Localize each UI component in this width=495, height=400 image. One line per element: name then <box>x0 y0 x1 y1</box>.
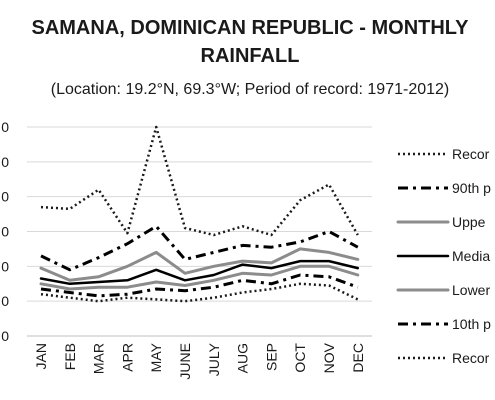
series-line <box>39 264 360 291</box>
x-tick-label: FEB <box>62 343 78 370</box>
x-tick-label: DEC <box>350 343 366 373</box>
series-line <box>40 273 359 298</box>
y-tick-label: 0 <box>1 119 9 135</box>
legend-label: Lower <box>452 282 490 298</box>
y-tick-labels: 0 0 0 0 0 0 0 <box>1 119 9 344</box>
chart-title-line-2: RAINFALL <box>201 45 300 67</box>
legend-label: 10th p <box>452 316 491 332</box>
x-tick-label: OCT <box>292 343 308 373</box>
x-tick-label: JUNE <box>177 343 193 380</box>
x-tick-label: JULY <box>206 342 222 376</box>
series-line <box>39 247 360 282</box>
x-tick-label: APR <box>119 343 135 372</box>
gridlines <box>27 126 372 337</box>
x-tick-labels: JAN FEB MAR APR MAY JUNE JULY AUG SEP OCT NOV DEC <box>33 342 366 379</box>
series-line <box>40 125 359 237</box>
chart-subtitle: (Location: 19.2°N, 69.3°W; Period of rec… <box>51 81 450 98</box>
x-tick-label: AUG <box>235 343 251 373</box>
series-lines <box>39 125 360 303</box>
x-tick-label: MAY <box>148 342 164 372</box>
legend-label: Uppe <box>452 214 486 230</box>
y-tick-label: 0 <box>1 293 9 309</box>
series-line <box>40 224 359 272</box>
legend-label: Recor <box>452 146 490 162</box>
y-tick-label: 0 <box>1 224 9 240</box>
y-tick-label: 0 <box>1 189 9 205</box>
x-tick-label: MAR <box>91 343 107 374</box>
series-line <box>39 259 360 286</box>
y-tick-label: 0 <box>1 154 9 170</box>
legend-label: 90th p <box>452 180 491 196</box>
y-tick-label: 0 <box>1 328 9 344</box>
x-tick-label: NOV <box>321 342 337 373</box>
x-tick-label: JAN <box>33 343 49 369</box>
legend-label: Media <box>452 248 490 264</box>
legend-label: Recor <box>452 350 490 366</box>
chart-title-line-1: SAMANA, DOMINICAN REPUBLIC - MONTHLY <box>31 17 469 39</box>
y-tick-label: 0 <box>1 258 9 274</box>
legend: Recor 90th p Uppe Media Lower 10th p Recor <box>396 146 491 366</box>
series-line <box>40 282 359 303</box>
x-tick-label: SEP <box>263 343 279 371</box>
